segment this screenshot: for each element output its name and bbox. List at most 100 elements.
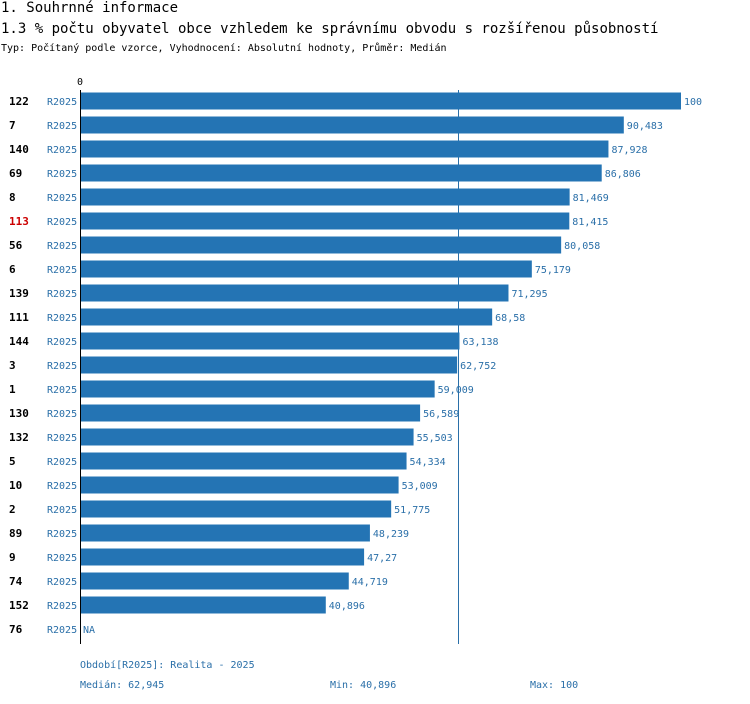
data-label: 81,415	[572, 217, 608, 228]
category-label: 122	[9, 95, 29, 108]
bar	[80, 524, 370, 542]
data-label: NA	[83, 625, 95, 636]
category-label: 139	[9, 287, 29, 300]
bar	[80, 92, 681, 110]
chart-title: 1.3 % počtu obyvatel obce vzhledem ke sp…	[1, 21, 659, 37]
data-label: 86,806	[605, 169, 641, 180]
data-label: 51,775	[394, 505, 430, 516]
data-label: 100	[684, 97, 702, 108]
series-label: R2025	[47, 289, 77, 300]
series-label: R2025	[47, 169, 77, 180]
data-label: 63,138	[462, 337, 498, 348]
series-label: R2025	[47, 97, 77, 108]
category-label: 76	[9, 623, 23, 636]
series-label: R2025	[47, 121, 77, 132]
category-label: 10	[9, 479, 22, 492]
series-label: R2025	[47, 505, 77, 516]
bar	[80, 596, 326, 614]
bar	[80, 428, 414, 446]
bar	[80, 572, 349, 590]
bar	[80, 356, 458, 374]
bar	[80, 188, 570, 206]
category-label: 152	[9, 599, 29, 612]
series-label: R2025	[47, 433, 77, 444]
series-label: R2025	[47, 529, 77, 540]
data-label: 40,896	[329, 601, 365, 612]
data-label: 47,27	[367, 553, 397, 564]
category-label: 6	[9, 263, 16, 276]
data-label: 62,752	[460, 361, 496, 372]
data-label: 75,179	[535, 265, 571, 276]
bar	[80, 380, 435, 398]
data-label: 80,058	[564, 241, 600, 252]
category-label: 5	[9, 455, 16, 468]
series-label: R2025	[47, 385, 77, 396]
category-label: 7	[9, 119, 16, 132]
category-label: 3	[9, 359, 16, 372]
chart-subtitle: Typ: Počítaný podle vzorce, Vyhodnocení:…	[1, 43, 447, 54]
bar	[80, 404, 421, 422]
footer-period: Období[R2025]: Realita - 2025	[80, 660, 255, 671]
bar	[80, 116, 624, 134]
category-label: 130	[9, 407, 29, 420]
category-label: 56	[9, 239, 23, 252]
data-label: 55,503	[417, 433, 453, 444]
series-label: R2025	[47, 217, 77, 228]
data-label: 59,009	[438, 385, 474, 396]
series-label: R2025	[47, 145, 77, 156]
series-label: R2025	[47, 313, 77, 324]
series-label: R2025	[47, 193, 77, 204]
bar	[80, 476, 399, 494]
data-label: 56,589	[423, 409, 459, 420]
bar	[80, 164, 602, 182]
category-label: 144	[9, 335, 29, 348]
bar	[80, 308, 493, 326]
bar	[80, 548, 365, 566]
series-label: R2025	[47, 361, 77, 372]
series-label: R2025	[47, 481, 77, 492]
data-label: 87,928	[611, 145, 647, 156]
series-label: R2025	[47, 457, 77, 468]
category-label: 74	[9, 575, 23, 588]
series-label: R2025	[47, 265, 77, 276]
bar	[80, 452, 407, 470]
bar	[80, 260, 532, 278]
series-label: R2025	[47, 577, 77, 588]
category-label: 2	[9, 503, 16, 516]
data-label: 48,239	[373, 529, 409, 540]
data-label: 71,295	[511, 289, 547, 300]
series-label: R2025	[47, 601, 77, 612]
category-label: 9	[9, 551, 16, 564]
bar	[80, 212, 570, 230]
footer-median: Medián: 62,945	[80, 680, 165, 691]
footer-max: Max: 100	[530, 680, 579, 691]
bar	[80, 284, 509, 302]
series-label: R2025	[47, 409, 77, 420]
bar	[80, 332, 460, 350]
category-label: 140	[9, 143, 29, 156]
category-label: 69	[9, 167, 22, 180]
bar	[80, 500, 392, 518]
section-title: 1. Souhrnné informace	[1, 0, 179, 16]
data-label: 54,334	[410, 457, 446, 468]
axis-zero-label: 0	[77, 77, 83, 88]
data-label: 81,469	[573, 193, 609, 204]
series-label: R2025	[47, 337, 77, 348]
category-label: 89	[9, 527, 22, 540]
series-label: R2025	[47, 625, 77, 636]
category-label: 1	[9, 383, 16, 396]
bar	[80, 236, 562, 254]
category-label: 8	[9, 191, 16, 204]
data-label: 68,58	[495, 313, 525, 324]
category-label: 132	[9, 431, 29, 444]
data-label: 90,483	[627, 121, 663, 132]
data-label: 44,719	[352, 577, 388, 588]
bar	[80, 140, 609, 158]
footer-min: Min: 40,896	[330, 680, 397, 691]
category-label: 111	[9, 311, 29, 324]
series-label: R2025	[47, 553, 77, 564]
series-label: R2025	[47, 241, 77, 252]
category-label: 113	[9, 215, 29, 228]
data-label: 53,009	[402, 481, 438, 492]
